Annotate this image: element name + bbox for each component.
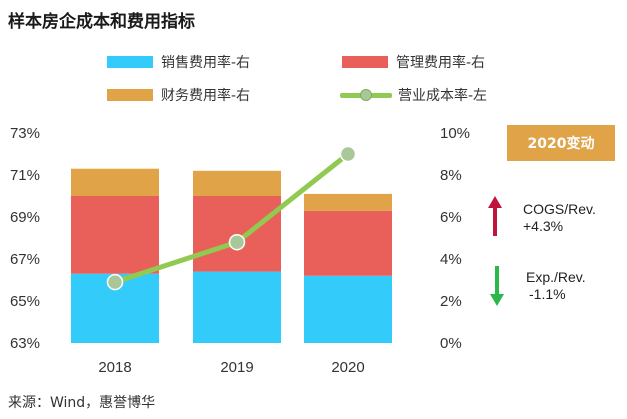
left-axis-tick-label: 69%	[10, 209, 40, 226]
cogs-point-2018	[106, 273, 124, 291]
legend-label-finance: 财务费用率-右	[161, 88, 251, 104]
left-axis-tick-label: 71%	[10, 167, 40, 184]
expense-change-value: -1.1%	[529, 286, 566, 302]
source-note: 来源：Wind，惠誉博华	[8, 395, 156, 411]
bar-segment-2018-2	[71, 168, 159, 196]
left-axis-tick-label: 65%	[10, 293, 40, 310]
cogs-point-2020	[339, 145, 357, 163]
bar-segment-2020-1	[304, 210, 392, 276]
legend-item-sales: 销售费用率-右	[107, 52, 250, 72]
cogs-change-label: COGS/Rev.	[523, 201, 596, 217]
chart-title: 样本房企成本和费用指标	[8, 12, 195, 32]
right-axis-tick-label: 0%	[440, 335, 462, 352]
bar-segment-2018-1	[71, 196, 159, 274]
expense-change-label: Exp./Rev.	[526, 269, 586, 285]
right-axis-tick-label: 10%	[440, 125, 470, 142]
bar-segment-2019-2	[193, 170, 281, 196]
x-axis-tick-label: 2019	[220, 359, 253, 376]
left-axis-tick-label: 73%	[10, 125, 40, 142]
expense-change-annotation: Exp./Rev. -1.1%	[526, 269, 586, 303]
bar-segment-2020-0	[304, 275, 392, 343]
cogs-change-value: +4.3%	[523, 218, 564, 234]
legend-swatch-finance	[107, 89, 153, 101]
legend-swatch-sales	[107, 56, 153, 68]
legend-item-cogs: 营业成本率-左	[340, 85, 487, 105]
legend-item-admin: 管理费用率-右	[342, 52, 485, 72]
right-axis-tick-label: 8%	[440, 167, 462, 184]
legend-label-cogs: 营业成本率-左	[398, 88, 488, 104]
up-arrow-icon	[488, 196, 502, 236]
bar-segment-2020-2	[304, 193, 392, 211]
down-arrow-icon	[490, 266, 504, 306]
cogs-change-annotation: COGS/Rev. +4.3%	[523, 201, 596, 235]
right-axis-tick-label: 4%	[440, 251, 462, 268]
right-axis-tick-label: 2%	[440, 293, 462, 310]
left-axis-tick-label: 67%	[10, 251, 40, 268]
x-axis-tick-label: 2020	[331, 359, 364, 376]
x-axis-tick-label: 2018	[98, 359, 131, 376]
bar-segment-2019-1	[193, 196, 281, 272]
legend-swatch-admin	[342, 56, 388, 68]
change-2020-badge: 2020变动	[507, 125, 615, 161]
legend-item-finance: 财务费用率-右	[107, 85, 250, 105]
bar-segment-2019-0	[193, 271, 281, 343]
legend-label-sales: 销售费用率-右	[161, 55, 251, 71]
legend-line-cogs	[340, 89, 392, 101]
left-axis-tick-label: 63%	[10, 335, 40, 352]
cogs-point-2019	[228, 233, 246, 251]
right-axis-tick-label: 6%	[440, 209, 462, 226]
legend-label-admin: 管理费用率-右	[396, 55, 486, 71]
